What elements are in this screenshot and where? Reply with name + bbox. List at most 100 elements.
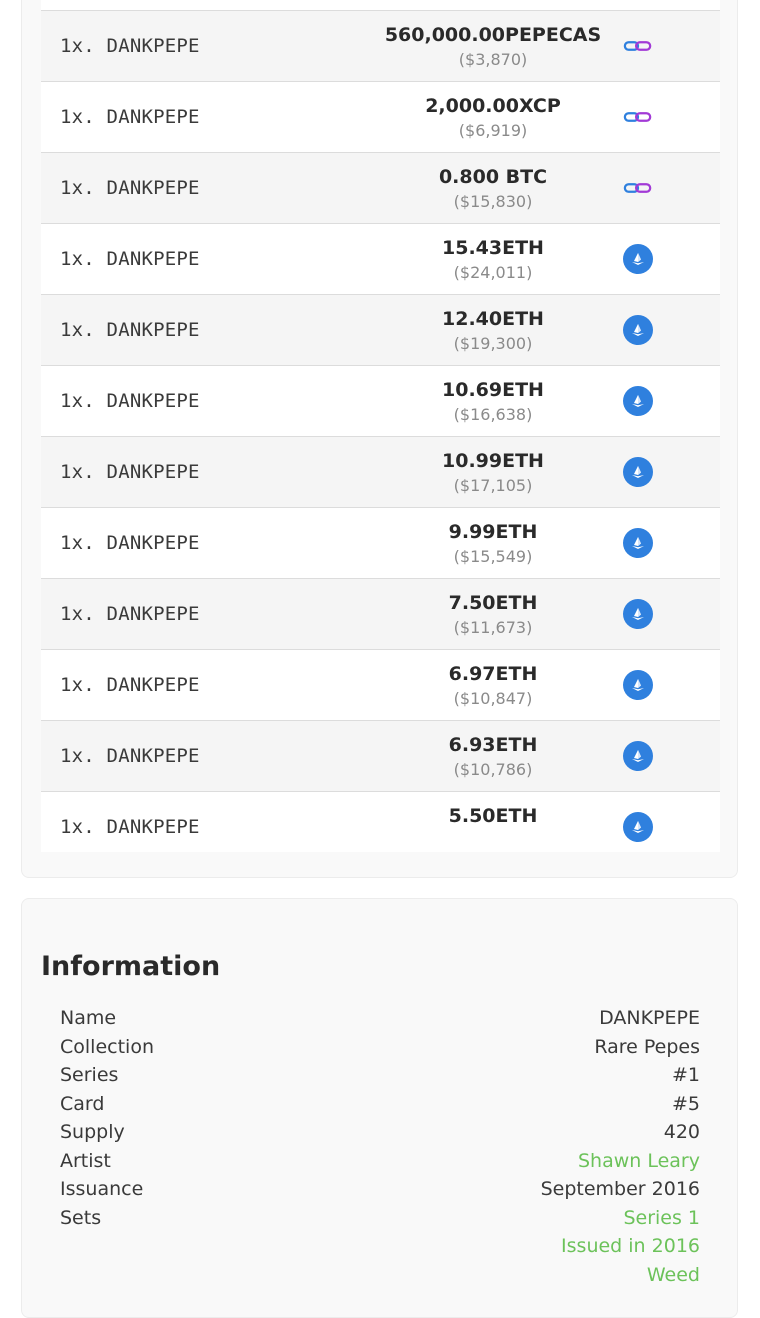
eth-icon[interactable] — [623, 315, 653, 345]
info-key: Collection — [60, 1035, 154, 1058]
set-link[interactable]: Series 1 — [623, 1206, 700, 1229]
sale-price: 6.93ETH ($10,786) — [371, 732, 615, 782]
info-row-card: Card #5 — [60, 1090, 700, 1118]
info-key: Issuance — [60, 1178, 144, 1200]
sale-usd-value: ($16,638) — [453, 405, 533, 424]
sale-amount: 2,000.00XCP — [425, 95, 561, 117]
sale-price: 10.69ETH ($16,638) — [371, 377, 615, 427]
sale-price: 9.99ETH ($15,549) — [371, 519, 615, 569]
sales-scroll-area[interactable]: 1x. DANKPEPE($9,341)1x. DANKPEPE560,000.… — [41, 0, 720, 852]
sale-row[interactable]: 1x. DANKPEPE 6.97ETH ($10,847) — [41, 650, 720, 721]
sale-quantity: 1x. DANKPEPE — [60, 319, 200, 341]
sale-usd-value: ($3,870) — [458, 50, 528, 69]
info-row-sets: Sets Series 1 Issued in 2016 Weed — [60, 1204, 700, 1286]
sale-row[interactable]: 1x. DANKPEPE($9,341) — [41, 0, 720, 11]
sale-row[interactable]: 1x. DANKPEPE 15.43ETH ($24,011) — [41, 224, 720, 295]
info-row-issuance: Issuance September 2016 — [60, 1175, 700, 1203]
sale-amount: 10.69ETH — [442, 379, 544, 401]
sale-row[interactable]: 1x. DANKPEPE 2,000.00XCP ($6,919) — [41, 82, 720, 153]
sale-quantity: 1x. DANKPEPE — [60, 461, 200, 483]
eth-icon[interactable] — [623, 812, 653, 842]
sale-amount: 7.50ETH — [448, 592, 538, 614]
sale-quantity: 1x. DANKPEPE — [60, 390, 200, 412]
info-row-supply: Supply 420 — [60, 1118, 700, 1146]
sale-amount: 560,000.00PEPECAS — [384, 24, 602, 46]
sale-price: 0.800 BTC ($15,830) — [371, 164, 615, 214]
info-row-artist: Artist Shawn Leary — [60, 1147, 700, 1175]
chain-link-icon[interactable] — [623, 173, 653, 203]
sale-usd-value: ($10,786) — [453, 760, 533, 779]
sale-usd-value: ($24,011) — [453, 263, 533, 282]
sale-price: 15.43ETH ($24,011) — [371, 235, 615, 285]
sale-row[interactable]: 1x. DANKPEPE 5.50ETH — [41, 792, 720, 852]
sale-quantity: 1x. DANKPEPE — [60, 248, 200, 270]
sale-quantity: 1x. DANKPEPE — [60, 532, 200, 554]
sale-price: 7.50ETH ($11,673) — [371, 590, 615, 640]
eth-icon[interactable] — [623, 244, 653, 274]
information-title: Information — [41, 951, 221, 982]
sale-amount: 6.97ETH — [448, 663, 538, 685]
info-key: Series — [60, 1064, 119, 1086]
set-link[interactable]: Issued in 2016 — [561, 1235, 700, 1257]
sales-card: 1x. DANKPEPE($9,341)1x. DANKPEPE560,000.… — [21, 0, 738, 878]
sale-amount: 12.40ETH — [442, 308, 544, 330]
sale-price: 6.97ETH ($10,847) — [371, 661, 615, 711]
sale-quantity: 1x. DANKPEPE — [60, 745, 200, 767]
artist-link[interactable]: Shawn Leary — [577, 1149, 700, 1172]
sale-amount: 0.800 BTC — [438, 166, 548, 188]
sale-usd-value: ($6,919) — [458, 121, 528, 140]
sale-quantity: 1x. DANKPEPE — [60, 106, 200, 128]
sale-row[interactable]: 1x. DANKPEPE 6.93ETH ($10,786) — [41, 721, 720, 792]
sale-amount: 9.99ETH — [448, 521, 538, 543]
sale-amount: 15.43ETH — [442, 237, 544, 259]
sale-quantity: 1x. DANKPEPE — [60, 177, 200, 199]
info-key: Card — [60, 1092, 105, 1115]
sale-usd-value: ($17,105) — [453, 476, 533, 495]
sale-usd-value: ($11,673) — [453, 618, 533, 637]
eth-icon[interactable] — [623, 386, 653, 416]
eth-icon[interactable] — [623, 457, 653, 487]
chain-link-icon[interactable] — [623, 102, 653, 132]
info-key: Name — [60, 1007, 117, 1029]
chain-link-icon[interactable] — [623, 31, 653, 61]
information-card: Information Name DANKPEPE Collection Rare P… — [21, 898, 738, 1318]
sale-usd-value: ($19,300) — [453, 334, 533, 353]
eth-icon[interactable] — [623, 741, 653, 771]
sale-usd-value: ($10,847) — [453, 689, 533, 708]
set-link[interactable]: Weed — [646, 1263, 700, 1286]
info-key: Artist — [60, 1149, 111, 1172]
info-row-collection: Collection Rare Pepes — [60, 1033, 700, 1061]
sale-quantity: 1x. DANKPEPE — [60, 816, 200, 838]
sale-quantity: 1x. DANKPEPE — [60, 603, 200, 625]
sale-row[interactable]: 1x. DANKPEPE 0.800 BTC ($15,830) — [41, 153, 720, 224]
sale-quantity: 1x. DANKPEPE — [60, 0, 200, 10]
sale-row[interactable]: 1x. DANKPEPE 9.99ETH ($15,549) — [41, 508, 720, 579]
sale-price: 10.99ETH ($17,105) — [371, 448, 615, 498]
eth-icon[interactable] — [623, 670, 653, 700]
eth-icon[interactable] — [623, 528, 653, 558]
sale-row[interactable]: 1x. DANKPEPE 7.50ETH ($11,673) — [41, 579, 720, 650]
sale-quantity: 1x. DANKPEPE — [60, 35, 200, 57]
sale-row[interactable]: 1x. DANKPEPE 560,000.00PEPECAS ($3,870) — [41, 11, 720, 82]
info-key: Supply — [60, 1121, 125, 1143]
info-row-series: Series #1 — [60, 1061, 700, 1089]
sale-row[interactable]: 1x. DANKPEPE 10.99ETH ($17,105) — [41, 437, 720, 508]
sale-row[interactable]: 1x. DANKPEPE 10.69ETH ($16,638) — [41, 366, 720, 437]
sale-amount: 10.99ETH — [442, 450, 544, 472]
info-value: DANKPEPE — [599, 1007, 700, 1029]
info-value: September 2016 — [540, 1178, 700, 1200]
info-row-name: Name DANKPEPE — [60, 1004, 700, 1032]
sale-row[interactable]: 1x. DANKPEPE 12.40ETH ($19,300) — [41, 295, 720, 366]
sale-usd-value: ($15,830) — [453, 192, 533, 211]
info-value: 420 — [663, 1121, 700, 1143]
sale-quantity: 1x. DANKPEPE — [60, 674, 200, 696]
eth-icon[interactable] — [623, 599, 653, 629]
info-value: Rare Pepes — [594, 1035, 700, 1058]
sale-price: 12.40ETH ($19,300) — [371, 306, 615, 356]
sale-price: 5.50ETH — [371, 803, 615, 829]
sale-price: 560,000.00PEPECAS ($3,870) — [371, 22, 615, 72]
sale-price: 2,000.00XCP ($6,919) — [371, 93, 615, 143]
sale-amount: 5.50ETH — [448, 805, 538, 827]
info-key: Sets — [60, 1206, 102, 1229]
info-value: #1 — [671, 1064, 700, 1086]
